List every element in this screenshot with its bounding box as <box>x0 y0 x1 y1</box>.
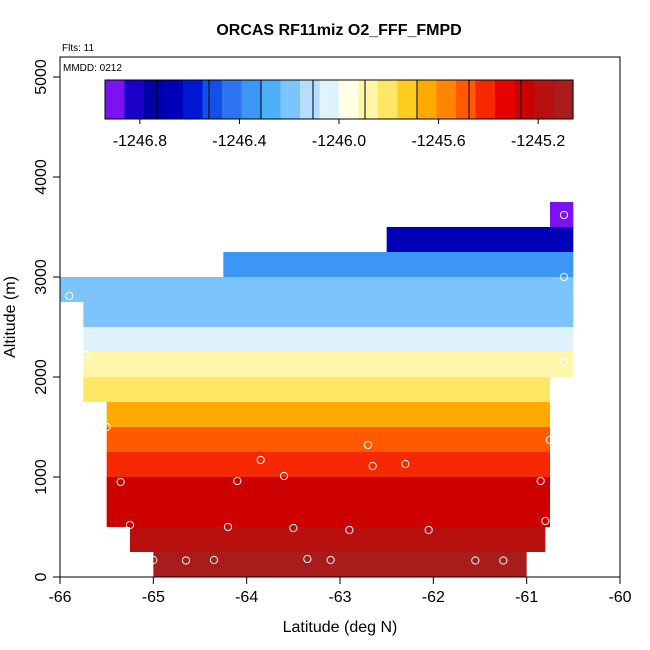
colorbar-swatch <box>319 80 340 119</box>
x-tick-label: -64 <box>235 589 258 606</box>
band-9 <box>83 327 574 352</box>
band-12 <box>223 252 574 277</box>
point-13 <box>541 516 550 526</box>
colorbar-tick-label: -1246.8 <box>113 133 167 150</box>
x-tick-label: -63 <box>328 589 351 606</box>
colorbar-swatch <box>417 80 438 119</box>
colorbar-swatch <box>144 80 165 119</box>
point-25 <box>82 350 91 360</box>
point-7 <box>527 556 536 565</box>
colorbar-swatch <box>495 80 516 119</box>
x-tick-label: -61 <box>515 589 538 606</box>
x-tick-label: -60 <box>608 589 631 606</box>
colorbar-swatch <box>183 80 204 119</box>
colorbar-swatch <box>378 80 399 119</box>
point-14 <box>116 477 125 487</box>
point-20 <box>363 440 373 450</box>
point-29 <box>559 210 569 220</box>
band-4 <box>106 452 551 477</box>
band-13 <box>386 227 574 252</box>
colorbar-swatch <box>105 80 126 119</box>
y-tick-label: 1000 <box>33 459 50 495</box>
observation-points <box>65 210 569 565</box>
colorbar-swatch <box>202 80 223 119</box>
point-26 <box>559 357 569 367</box>
point-27 <box>65 291 74 301</box>
colorbar-swatch <box>534 80 555 119</box>
y-tick-label: 3000 <box>33 259 50 295</box>
point-15 <box>233 476 242 486</box>
x-tick-label: -62 <box>422 589 445 606</box>
band-1 <box>130 527 546 552</box>
x-axis-label: Latitude (deg N) <box>283 619 398 636</box>
point-5 <box>471 556 480 565</box>
colorbar: -1246.8 -1246.4 -1246.0 -1245.6 -1245.2 <box>104 79 574 150</box>
colorbar-swatch <box>300 80 321 119</box>
point-1 <box>181 556 191 565</box>
colorbar-swatch <box>358 80 379 119</box>
y-tick-label: 2000 <box>33 359 50 395</box>
band-0 <box>153 552 527 577</box>
point-22 <box>545 435 555 445</box>
heatmap-bands <box>60 202 574 577</box>
point-6 <box>499 556 508 565</box>
y-tick-label: 4000 <box>33 159 50 195</box>
band-2 <box>106 502 551 527</box>
colorbar-swatch <box>261 80 282 119</box>
flights-annotation: Flts: 11 <box>62 43 94 54</box>
point-23 <box>102 422 111 432</box>
colorbar-swatch <box>241 80 262 119</box>
point-9 <box>223 522 233 532</box>
band-6 <box>106 402 551 427</box>
point-0 <box>149 555 158 565</box>
x-tick-label: -66 <box>48 589 71 606</box>
point-11 <box>345 525 354 535</box>
point-10 <box>289 523 298 533</box>
band-7 <box>83 377 550 402</box>
point-3 <box>303 554 312 564</box>
colorbar-swatch <box>475 80 496 119</box>
y-tick-label: 0 <box>33 572 50 581</box>
point-18 <box>368 461 377 471</box>
x-tick-label: -65 <box>142 589 165 606</box>
point-8 <box>125 520 135 530</box>
point-4 <box>326 555 335 565</box>
colorbar-swatch <box>124 80 145 119</box>
colorbar-tick-label: -1246.0 <box>312 133 366 150</box>
y-tick-label: 5000 <box>33 59 50 95</box>
point-2 <box>209 555 219 565</box>
band-11 <box>60 277 574 302</box>
y-axis-label: Altitude (m) <box>2 276 19 358</box>
x-axis: -66 -65 -64 -63 -62 -61 -60 <box>48 576 632 606</box>
colorbar-tick-label: -1245.2 <box>511 133 565 150</box>
band-3 <box>106 477 551 502</box>
colorbar-swatch <box>163 80 184 119</box>
band-10 <box>83 302 574 327</box>
colorbar-swatch <box>514 80 535 119</box>
point-19 <box>401 459 410 469</box>
colorbar-tick-label: -1245.6 <box>411 133 465 150</box>
point-24 <box>550 405 559 415</box>
y-axis: 0 1000 2000 3000 4000 5000 <box>33 59 61 581</box>
colorbar-swatch <box>436 80 457 119</box>
point-17 <box>256 455 265 465</box>
band-5 <box>106 427 551 452</box>
colorbar-swatch <box>222 80 243 119</box>
colorbar-swatch <box>280 80 301 119</box>
band-8 <box>83 352 574 377</box>
colorbar-swatch <box>456 80 477 119</box>
colorbar-swatch <box>397 80 418 119</box>
band-14 <box>550 202 574 227</box>
colorbar-tick-label: -1246.4 <box>212 133 266 150</box>
point-12 <box>424 525 433 535</box>
colorbar-swatch <box>553 80 574 119</box>
point-21 <box>536 476 545 486</box>
point-16 <box>279 471 289 481</box>
date-annotation: MMDD: 0212 <box>63 63 122 74</box>
point-28 <box>559 272 569 282</box>
colorbar-swatch <box>339 80 360 119</box>
chart-title: ORCAS RF11miz O2_FFF_FMPD <box>216 22 461 39</box>
